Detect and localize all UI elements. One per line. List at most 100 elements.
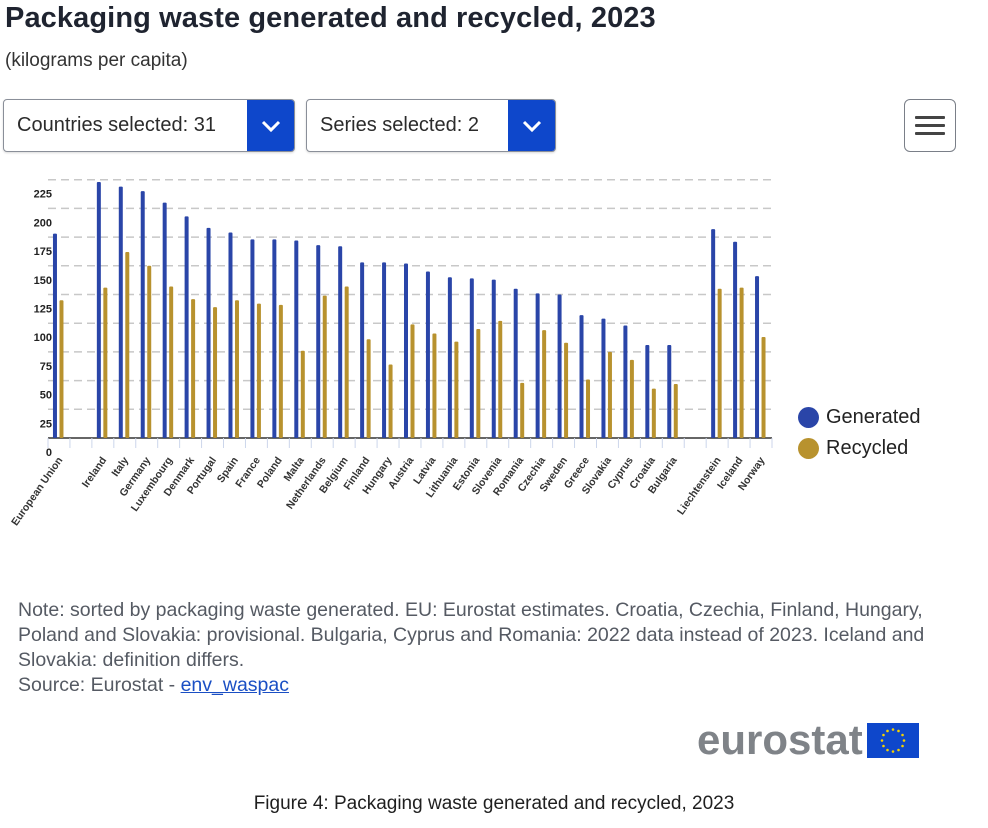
bar-generated [711, 229, 716, 438]
y-tick-label: 25 [40, 418, 52, 430]
bar-recycled [278, 304, 283, 438]
bar-recycled [607, 351, 612, 438]
bar-generated [96, 181, 101, 438]
bar-recycled [761, 336, 766, 438]
bar-generated [338, 246, 343, 438]
bar-generated [316, 245, 321, 438]
chevron-down-icon[interactable] [247, 100, 294, 151]
bar-recycled [213, 307, 218, 438]
bar-generated [52, 233, 57, 438]
eu-flag-icon [866, 722, 919, 758]
legend: Generated Recycled [798, 402, 921, 464]
legend-item-recycled[interactable]: Recycled [798, 433, 921, 464]
bar-generated [513, 288, 518, 438]
bar-recycled [256, 303, 261, 438]
bar-generated [425, 271, 430, 438]
bar-generated [118, 186, 123, 438]
source-line: Source: Eurostat - env_waspac [18, 673, 968, 698]
bar-generated [206, 227, 211, 438]
source-link[interactable]: env_waspac [180, 674, 289, 696]
bar-generated [667, 345, 672, 438]
y-tick-label: 225 [34, 189, 52, 201]
bar-recycled [673, 384, 678, 438]
flag-star-icon [896, 748, 900, 751]
bar-recycled [169, 286, 174, 438]
bar-recycled [542, 330, 547, 438]
series-dropdown-label: Series selected: 2 [320, 114, 479, 136]
bar-generated [184, 216, 189, 438]
chevron-down-icon[interactable] [508, 100, 555, 151]
bar-recycled [498, 320, 503, 438]
flag-star-icon [880, 738, 884, 742]
bar-recycled [651, 388, 656, 438]
bar-generated [469, 278, 474, 438]
flag-star-icon [896, 729, 900, 732]
y-tick-label: 75 [40, 361, 52, 373]
bar-recycled [234, 300, 239, 438]
bar-generated [447, 277, 452, 438]
bar-generated [491, 279, 496, 438]
bar-generated [404, 263, 408, 438]
x-tick-label: European Union [9, 455, 65, 528]
chart-subtitle: (kilograms per capita) [5, 50, 188, 71]
countries-dropdown-label: Countries selected: 31 [17, 114, 217, 136]
x-tick-label: Ireland [80, 455, 110, 490]
y-tick-label: 50 [40, 390, 52, 402]
legend-label-recycled: Recycled [826, 437, 909, 459]
bar-generated [140, 191, 145, 438]
bar-recycled [717, 288, 722, 438]
bar-recycled [629, 359, 634, 438]
bar-recycled [344, 286, 349, 438]
legend-dot-generated-icon [798, 407, 819, 428]
flag-star-icon [885, 729, 889, 732]
bar-recycled [366, 339, 371, 438]
y-tick-label: 0 [46, 447, 52, 459]
bar-generated [601, 318, 606, 438]
bar-recycled [454, 341, 459, 438]
eurostat-logo: eurostat [697, 716, 919, 764]
logo-text: eurostat [697, 716, 863, 763]
bar-generated [228, 232, 233, 438]
legend-item-generated[interactable]: Generated [798, 402, 921, 433]
bar-generated [557, 294, 562, 438]
flag-star-icon [900, 733, 904, 736]
bar-recycled [300, 350, 305, 438]
source-prefix: Source: Eurostat - [18, 674, 181, 696]
legend-dot-recycled-icon [798, 438, 819, 459]
bar-chart: 0 25 50 75 100 125 150 175 200 225 European Union I… [9, 178, 773, 528]
note-text: Note: sorted by packaging waste generate… [18, 599, 925, 671]
y-tick-label: 175 [34, 246, 52, 258]
bar-recycled [191, 299, 196, 438]
bar-recycled [564, 342, 569, 438]
bar-recycled [586, 379, 591, 438]
flag-star-icon [881, 744, 885, 747]
legend-label-generated: Generated [826, 406, 921, 428]
bar-generated [382, 262, 387, 438]
bar-recycled [125, 252, 130, 438]
bar-generated [579, 315, 584, 438]
chart-title: Packaging waste generated and recycled, … [5, 2, 656, 34]
y-tick-label: 200 [34, 217, 52, 229]
bar-generated [250, 239, 255, 438]
flag-star-icon [891, 727, 895, 731]
y-tick-label: 100 [34, 332, 52, 344]
countries-dropdown[interactable]: Countries selected: 31 [3, 99, 295, 152]
figure-caption: Figure 4: Packaging waste generated and … [253, 793, 735, 814]
bar-recycled [147, 265, 152, 438]
bar-generated [360, 262, 365, 438]
flag-star-icon [881, 733, 885, 736]
flag-star-icon [900, 744, 904, 747]
hamburger-menu-icon[interactable] [904, 99, 956, 152]
bar-generated [733, 241, 738, 438]
bar-recycled [520, 382, 525, 438]
bar-recycled [59, 300, 64, 438]
bar-generated [755, 276, 760, 438]
bar-generated [294, 240, 299, 438]
bar-recycled [410, 324, 415, 438]
bar-recycled [739, 287, 744, 438]
flag-star-icon [891, 749, 895, 753]
bar-generated [535, 293, 540, 438]
series-dropdown[interactable]: Series selected: 2 [306, 99, 556, 152]
flag-star-icon [885, 748, 889, 751]
bar-recycled [322, 295, 327, 438]
